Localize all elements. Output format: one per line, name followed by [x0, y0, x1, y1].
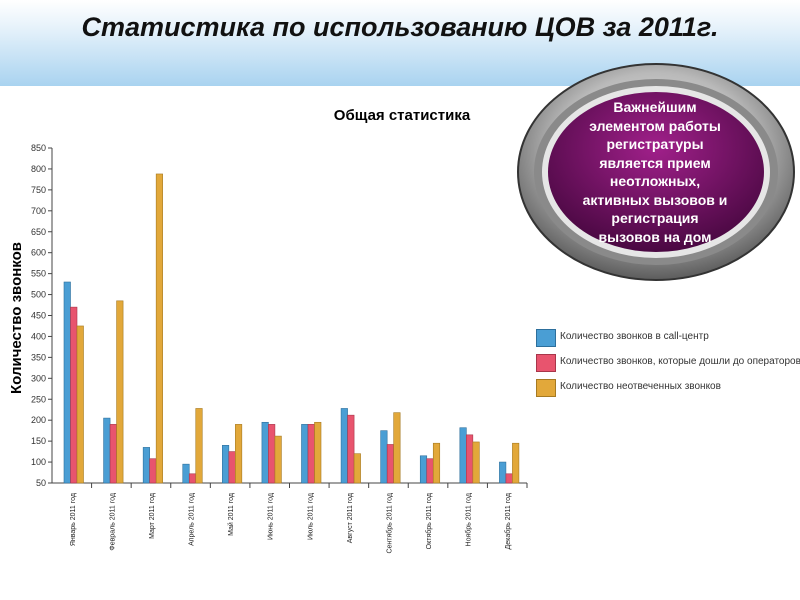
y-tick-label: 550	[31, 269, 46, 279]
y-tick-label: 350	[31, 352, 46, 362]
x-tick-label: Апрель 2011 год	[189, 493, 196, 546]
bar-1	[301, 424, 309, 484]
bar-3	[195, 408, 203, 484]
y-axis-label: Количество звонков	[8, 242, 25, 394]
y-tick-label: 800	[31, 164, 46, 174]
bar-2	[466, 434, 474, 484]
bar-2	[188, 473, 197, 484]
bar-1	[380, 430, 388, 484]
bar-3	[314, 421, 322, 484]
legend-swatch-blue	[536, 329, 556, 347]
legend-swatch-orange	[536, 379, 556, 397]
bar-3	[353, 453, 361, 484]
bar-2	[347, 414, 355, 484]
y-tick-label: 400	[31, 331, 46, 341]
bar-1	[142, 447, 150, 484]
x-tick-label: Май 2011 год	[227, 493, 235, 536]
bar-2	[268, 424, 276, 484]
bar-2	[149, 458, 157, 484]
slide-title: Статистика по использованию ЦОВ за 2011г…	[81, 12, 719, 42]
legend-swatch-red	[536, 354, 556, 372]
bar-1	[459, 427, 467, 484]
y-tick-label: 150	[31, 436, 46, 446]
badge-line: неотложных,	[609, 173, 701, 189]
bar-3	[76, 325, 84, 484]
bar-3	[116, 300, 124, 484]
x-tick-label: Октябрь 2011 год	[425, 493, 433, 549]
y-tick-label: 650	[31, 227, 46, 237]
bar-3	[432, 442, 441, 484]
bar-1	[222, 445, 230, 484]
bar-3	[512, 442, 520, 484]
bar-3	[235, 424, 243, 484]
bar-chart: Общая статистика Количество звонков 50 10…	[8, 107, 528, 554]
bar-2	[307, 424, 315, 484]
bar-1	[340, 408, 348, 484]
bar-1	[103, 417, 111, 484]
x-tick-label: Февраль 2011 год	[109, 493, 116, 551]
badge-line: является прием	[599, 154, 711, 171]
badge-line: регистрация	[611, 210, 699, 226]
bar-2	[386, 444, 394, 484]
y-tick-label: 100	[31, 457, 46, 467]
y-tick-label: 750	[31, 185, 46, 195]
x-tick-label: Декабрь 2011 год	[504, 493, 512, 549]
legend-label: Количество звонков, которые дошли до опе…	[560, 356, 800, 367]
x-tick-label: Март 2011 год	[149, 493, 156, 539]
x-tick-label: Ноябрь 2011 год	[465, 493, 473, 546]
badge-line: Важнейшим	[613, 99, 697, 115]
badge-line: вызовов на дом	[598, 228, 712, 245]
y-tick-label: 600	[31, 248, 46, 258]
bar-3	[274, 435, 282, 484]
x-tick-label: Июнь 2011 год	[268, 493, 275, 540]
y-tick-label: 50	[36, 478, 46, 488]
bar-1	[499, 461, 507, 484]
bar-3	[472, 441, 480, 484]
x-tick-label: Июль 2011 год	[307, 493, 314, 540]
bar-3	[393, 412, 401, 484]
x-tick-label: Январь 2011 год	[70, 493, 77, 546]
legend-label: Количество звонков в call-центр	[560, 331, 709, 342]
bar-2	[228, 451, 236, 484]
bar-2	[70, 306, 78, 484]
y-tick-label: 700	[31, 206, 46, 216]
bar-3	[155, 173, 163, 484]
bar-1	[419, 455, 428, 484]
bar-1	[182, 463, 190, 484]
legend-label: Количество неотвеченных звонков	[560, 381, 721, 392]
chart-title: Общая статистика	[334, 107, 471, 124]
bar-1	[63, 281, 71, 484]
y-tick-label: 450	[31, 311, 46, 321]
bar-1	[261, 421, 269, 484]
ring-badge	[517, 63, 795, 281]
bar-2	[505, 473, 513, 484]
badge-line: регистратуры	[606, 136, 704, 152]
badge-text: Важнейшим элементом работы регистратуры …	[560, 98, 750, 246]
x-tick-label: Сентябрь 2011 год	[385, 493, 393, 554]
x-tick-label: Август 2011 год	[347, 493, 354, 543]
badge-line: активных вызовов и	[582, 191, 728, 208]
y-tick-label: 250	[31, 394, 46, 404]
y-tick-label: 300	[31, 373, 46, 383]
y-tick-label: 850	[31, 143, 46, 153]
badge-inner-fill	[548, 92, 764, 252]
y-tick-label: 200	[31, 415, 46, 425]
y-tick-label: 500	[31, 290, 46, 300]
bar-2	[109, 424, 117, 484]
badge-line: элементом работы	[589, 117, 721, 134]
bar-2	[426, 458, 434, 484]
